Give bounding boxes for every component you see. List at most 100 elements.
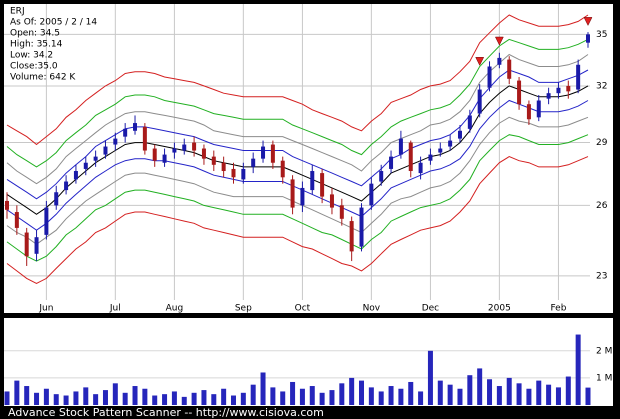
- volume-bar: [112, 383, 118, 405]
- candle-body: [44, 207, 49, 235]
- candle-body: [152, 148, 157, 161]
- volume-bar: [349, 377, 355, 405]
- volume-bar: [260, 372, 266, 405]
- candle-body: [14, 212, 19, 228]
- candle-body: [487, 66, 492, 88]
- volume-bar: [585, 387, 591, 405]
- candle-body: [389, 156, 394, 169]
- volume-bar: [280, 391, 286, 405]
- candle-body: [221, 162, 226, 172]
- x-tick-label: Sep: [235, 304, 252, 314]
- volume-bar: [496, 386, 502, 405]
- candle-body: [123, 128, 128, 137]
- volume-bar: [191, 392, 197, 405]
- y-tick-label: 1 M: [596, 373, 612, 383]
- y-tick-label: 32: [596, 81, 607, 91]
- volume-bar: [457, 388, 463, 405]
- candle-body: [526, 104, 531, 120]
- candle-body: [497, 57, 502, 65]
- volume-bar: [359, 380, 365, 405]
- volume-bar: [299, 388, 305, 405]
- candle-body: [201, 148, 206, 159]
- candle-body: [457, 130, 462, 139]
- y-tick-label: 35: [596, 30, 607, 40]
- volume-bar: [368, 387, 374, 405]
- volume-bar: [171, 391, 177, 405]
- y-tick-label: 26: [596, 201, 608, 211]
- candle-body: [329, 194, 334, 208]
- candle-body: [556, 87, 561, 94]
- candle-body: [339, 205, 344, 219]
- candle-body: [477, 89, 482, 114]
- x-tick-label: 2005: [488, 304, 511, 314]
- x-tick-label: Jul: [109, 304, 121, 314]
- volume-bar: [230, 395, 236, 405]
- volume-bar: [270, 387, 276, 405]
- volume-bar: [506, 377, 512, 405]
- x-tick-label: Oct: [295, 304, 311, 314]
- candle-body: [251, 158, 256, 167]
- volume-bar: [4, 391, 10, 405]
- candle-body: [517, 80, 522, 105]
- candle-body: [398, 138, 403, 155]
- volume-bar: [211, 394, 217, 405]
- candle-body: [5, 200, 9, 210]
- x-tick-label: Nov: [363, 304, 381, 314]
- band-line: [6, 99, 589, 231]
- band-line: [6, 156, 589, 284]
- volume-bar: [546, 384, 552, 405]
- info-line: Volume: 642 K: [10, 73, 76, 83]
- candle-body: [192, 142, 197, 151]
- volume-bar: [309, 386, 315, 405]
- volume-bar: [329, 390, 335, 405]
- y-tick-label: 2 M: [596, 346, 612, 356]
- info-line: Low: 34.2: [10, 51, 53, 61]
- volume-bar: [34, 392, 40, 405]
- candle-body: [182, 144, 187, 151]
- volume-bar: [221, 388, 227, 405]
- volume-bar: [201, 390, 207, 405]
- candle-body: [379, 171, 384, 182]
- candle-body: [162, 154, 167, 163]
- candle-body: [290, 179, 295, 208]
- signal-marker: [583, 17, 593, 26]
- band-line: [6, 116, 589, 245]
- candle-body: [270, 144, 275, 163]
- volume-bar: [408, 381, 414, 405]
- volume-bar: [132, 386, 138, 405]
- footer: Advance Stock Pattern Scanner -- http://…: [8, 406, 324, 419]
- volume-bar: [339, 383, 345, 405]
- candle-body: [349, 221, 354, 252]
- candle-body: [438, 148, 443, 153]
- x-tick-label: Jun: [38, 304, 53, 314]
- candle-body: [113, 138, 118, 145]
- candle-body: [310, 171, 315, 191]
- candle-body: [448, 140, 453, 147]
- info-line: ERJ: [10, 7, 25, 17]
- candle-body: [320, 173, 325, 197]
- volume-bar: [516, 383, 522, 405]
- candle-body: [241, 168, 246, 180]
- volume-bar: [319, 392, 325, 405]
- candle-body: [418, 162, 423, 174]
- candle-body: [300, 187, 305, 206]
- candle-body: [428, 154, 433, 161]
- volume-bar: [467, 375, 473, 405]
- volume-bar: [388, 386, 394, 405]
- candle-body: [34, 237, 39, 254]
- candle-body: [24, 232, 29, 257]
- volume-bar: [24, 386, 30, 405]
- candle-body: [359, 207, 364, 247]
- volume-bar: [43, 388, 49, 405]
- volume-bar: [378, 391, 384, 405]
- candle-body: [172, 148, 177, 153]
- candle-body: [369, 183, 374, 206]
- candle-body: [64, 181, 69, 191]
- candle-body: [467, 115, 472, 129]
- candle-body: [546, 93, 551, 99]
- candle-body: [103, 146, 108, 155]
- volume-bar: [526, 388, 532, 405]
- y-tick-label: 29: [596, 138, 608, 148]
- volume-bar: [152, 395, 158, 405]
- volume-bar: [122, 392, 128, 405]
